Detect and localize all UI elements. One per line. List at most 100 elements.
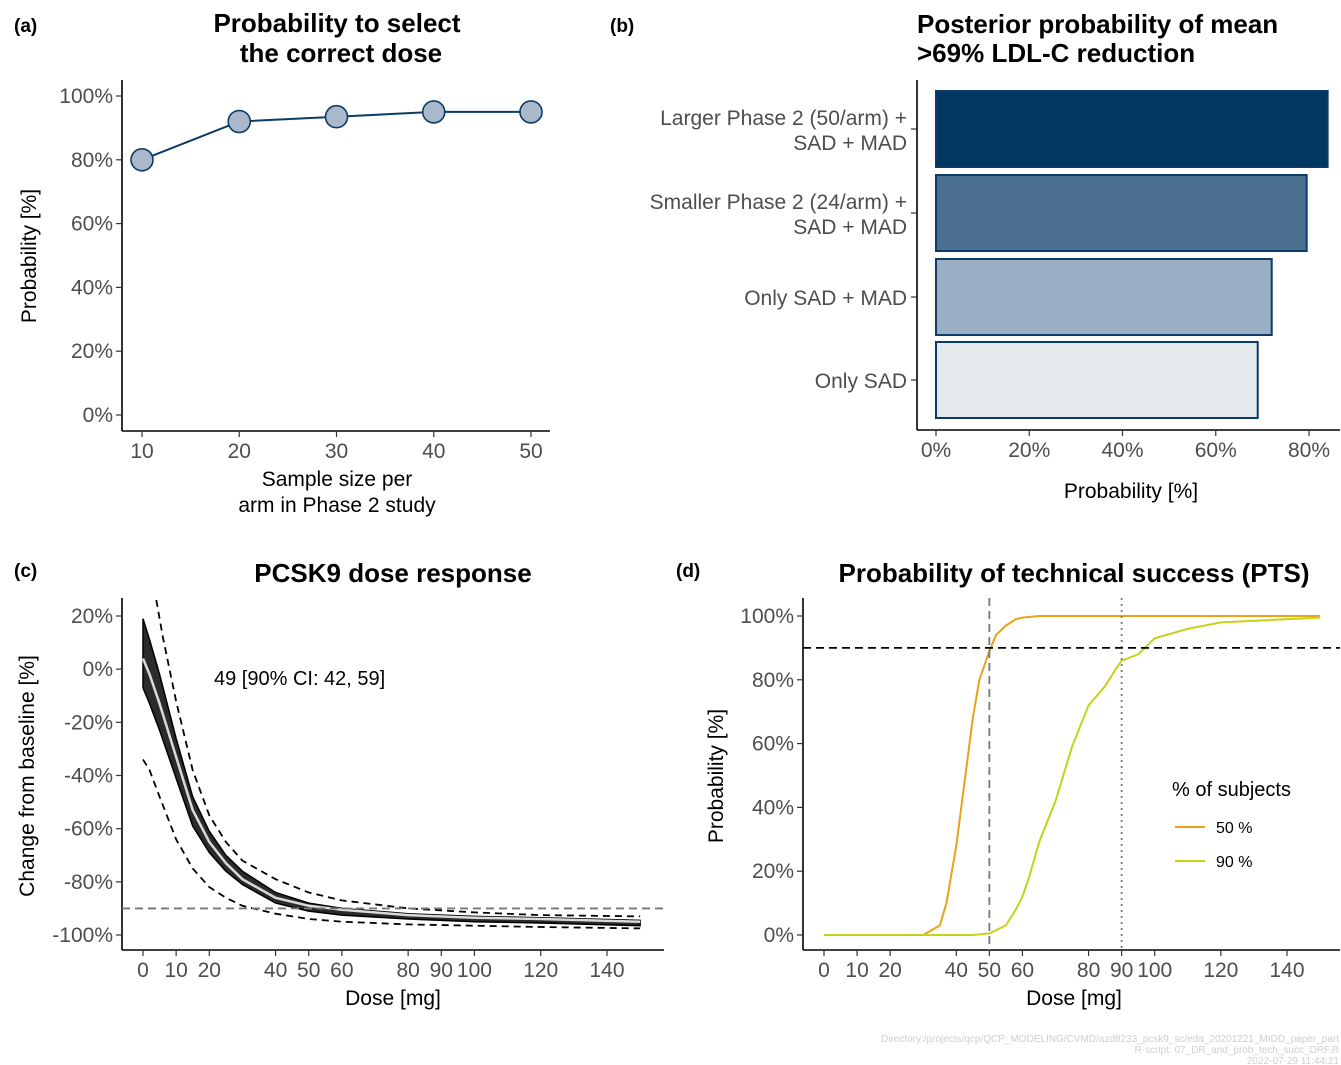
panel-c-ytick-label-2: -60% bbox=[64, 818, 113, 841]
panel-b-bar-2 bbox=[935, 258, 1273, 336]
panel-c-ylabel: Change from baseline [%] bbox=[16, 655, 39, 897]
panel-label-a: (a) bbox=[14, 16, 37, 37]
panel-d-xtick-label-10: 140 bbox=[1269, 959, 1304, 982]
panel-c-ytick-label-0: -100% bbox=[52, 924, 113, 947]
footer-script: R-script: 07_DR_and_prob_tech_succ_DRF.R bbox=[1134, 1045, 1339, 1056]
panel-b-title-line-1: Posterior probability of mean bbox=[917, 9, 1278, 39]
panel-b-xtick-label-3: 60% bbox=[1195, 439, 1237, 462]
panel-d-ytick-label-0: 0% bbox=[764, 924, 794, 947]
panel-c-ytick-label-1: -80% bbox=[64, 871, 113, 894]
panel-label-c: (c) bbox=[14, 561, 37, 582]
panel-d-xtick-label-6: 80 bbox=[1077, 959, 1100, 982]
panel-b-xtick-label-2: 40% bbox=[1101, 439, 1143, 462]
panel-a-ytick-label-2: 40% bbox=[71, 276, 113, 299]
panel-a-ytick-label-1: 20% bbox=[71, 340, 113, 363]
panel-d-xtick-label-4: 50 bbox=[978, 959, 1001, 982]
panel-c-plot: -100% -80% -60% -40% -20% 0% 20% 0 10 20 40 50 60 80 9… bbox=[52, 598, 664, 982]
panel-c-xtick-label-2: 20 bbox=[198, 959, 221, 982]
panel-b-xlabel: Probability [%] bbox=[1064, 480, 1198, 503]
panel-d-ytick-label-5: 100% bbox=[740, 605, 794, 628]
panel-b-bar-3 bbox=[935, 341, 1259, 419]
panel-b-xtick-label-4: 80% bbox=[1288, 439, 1330, 462]
panel-a-point-0 bbox=[130, 148, 154, 172]
panel-a-title-line-2: the correct dose bbox=[240, 38, 442, 68]
panel-a-point-3 bbox=[421, 100, 446, 124]
legend-label-50: 50 % bbox=[1216, 820, 1252, 837]
footer-directory: Directory:/projects/qcp/QCP_MODELING/CVM… bbox=[881, 1034, 1339, 1045]
panel-c-xtick-label-5: 60 bbox=[330, 959, 353, 982]
panel-d-series-line-1 bbox=[824, 616, 1321, 936]
panel-c-xtick-label-8: 100 bbox=[457, 959, 492, 982]
panel-a-title-line-1: Probability to select bbox=[213, 8, 460, 38]
panel-b-category-label-3: Only SAD bbox=[815, 370, 907, 393]
panel-a: Probability to select the correct dose 0… bbox=[18, 8, 550, 517]
panel-a-xlabel-line-2: arm in Phase 2 study bbox=[238, 494, 436, 517]
panel-a-ytick-label-3: 60% bbox=[71, 213, 113, 236]
panel-a-xtick-label-2: 30 bbox=[325, 440, 348, 463]
panel-a-point-1 bbox=[227, 109, 252, 134]
panel-b-bar-1 bbox=[935, 174, 1308, 252]
panel-c-xtick-label-1: 10 bbox=[164, 959, 187, 982]
panel-a-ytick-label-0: 0% bbox=[83, 404, 113, 427]
panel-a-xlabel-line-1: Sample size per bbox=[262, 468, 413, 491]
panel-a-xtick-label-1: 20 bbox=[228, 440, 251, 463]
panel-c-ytick-label-6: 20% bbox=[71, 605, 113, 628]
panel-b-bar-0 bbox=[935, 90, 1329, 168]
panel-d-series-line-0 bbox=[824, 615, 1321, 936]
panel-b-category-label-1-line-2: SAD + MAD bbox=[793, 216, 907, 239]
panel-c-annotation: 49 [90% CI: 42, 59] bbox=[214, 668, 385, 690]
panel-d-xlabel: Dose [mg] bbox=[1026, 987, 1122, 1010]
panel-c-lower-interval-line bbox=[142, 759, 641, 930]
panel-c-xtick-label-4: 50 bbox=[297, 959, 320, 982]
panel-d: Probability of technical success (PTS) 0… bbox=[705, 558, 1340, 1010]
panel-d-xtick-label-3: 40 bbox=[945, 959, 968, 982]
panel-a-point-4 bbox=[519, 100, 543, 124]
panel-b-category-label-1-line-1: Smaller Phase 2 (24/arm) + bbox=[650, 191, 907, 214]
panel-a-xtick-label-4: 50 bbox=[519, 440, 542, 463]
panel-d-ytick-label-3: 60% bbox=[752, 733, 794, 756]
panel-a-ytick-label-4: 80% bbox=[71, 149, 113, 172]
panel-label-d: (d) bbox=[676, 561, 700, 582]
panel-a-ytick-label-5: 100% bbox=[59, 85, 113, 108]
panel-d-xtick-label-8: 100 bbox=[1137, 959, 1172, 982]
panel-d-ytick-label-2: 40% bbox=[752, 796, 794, 819]
panel-b-xtick-label-0: 0% bbox=[921, 439, 951, 462]
panel-c-xlabel: Dose [mg] bbox=[345, 987, 441, 1010]
panel-b-title-line-2: >69% LDL-C reduction bbox=[917, 38, 1195, 68]
panel-c-ytick-label-3: -40% bbox=[64, 765, 113, 788]
panel-c-ytick-label-4: -20% bbox=[64, 711, 113, 734]
panel-a-xtick-label-3: 40 bbox=[422, 440, 445, 463]
legend: % of subjects 50 % 90 % bbox=[1172, 779, 1291, 871]
panel-d-ytick-label-1: 20% bbox=[752, 860, 794, 883]
footer-timestamp: 2022-07-29 11:44:21 bbox=[1247, 1056, 1340, 1065]
panel-d-xtick-label-5: 60 bbox=[1011, 959, 1034, 982]
panel-c-xtick-label-7: 90 bbox=[430, 959, 453, 982]
panel-d-ylabel: Probability [%] bbox=[705, 709, 728, 843]
panel-b: Posterior probability of mean >69% LDL-C… bbox=[650, 9, 1340, 503]
panel-d-xtick-label-9: 120 bbox=[1203, 959, 1238, 982]
panel-d-xtick-label-1: 10 bbox=[845, 959, 868, 982]
panel-d-plot: 0% 20% 40% 60% 80% 100% 0 10 20 40 50 60 80 90 100 120 1… bbox=[740, 598, 1340, 982]
panel-label-b: (b) bbox=[610, 16, 634, 37]
panel-c-upper-interval-line bbox=[155, 599, 641, 918]
panel-c-xtick-label-9: 120 bbox=[523, 959, 558, 982]
panel-b-category-label-2: Only SAD + MAD bbox=[744, 287, 907, 310]
panel-c-xtick-label-6: 80 bbox=[396, 959, 419, 982]
legend-title: % of subjects bbox=[1172, 779, 1291, 801]
panel-c-median-line bbox=[141, 658, 641, 923]
panel-c-title: PCSK9 dose response bbox=[254, 558, 531, 588]
panel-a-point-2 bbox=[324, 104, 349, 129]
legend-label-90: 90 % bbox=[1216, 854, 1252, 871]
panel-a-ylabel: Probability [%] bbox=[18, 189, 41, 323]
panel-d-ytick-label-4: 80% bbox=[752, 669, 794, 692]
panel-c-ytick-label-5: 0% bbox=[83, 658, 113, 681]
panel-b-xtick-label-1: 20% bbox=[1008, 439, 1050, 462]
panel-c-xtick-label-0: 0 bbox=[137, 959, 149, 982]
panel-a-plot: 0% 20% 40% 60% 80% 100% 10 20 30 40 50 bbox=[59, 80, 550, 463]
panel-c: PCSK9 dose response -100% -80% -60% -40% -20… bbox=[16, 558, 664, 1010]
panel-d-xtick-label-7: 90 bbox=[1110, 959, 1133, 982]
panel-d-xtick-label-0: 0 bbox=[818, 959, 830, 982]
panel-b-category-label-0-line-1: Larger Phase 2 (50/arm) + bbox=[660, 107, 907, 130]
panel-d-xtick-label-2: 20 bbox=[878, 959, 901, 982]
